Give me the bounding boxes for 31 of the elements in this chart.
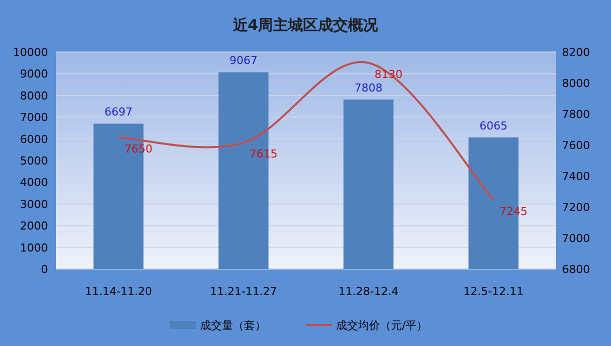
y-tick-label: 9000 [20,68,48,81]
y2-tick-label: 8000 [562,77,590,90]
y-tick-label: 2000 [20,220,48,233]
chart-title: 近4周主城区成交概况 [232,16,380,34]
y-tick-label: 5000 [20,154,48,168]
y-tick-label: 3000 [20,198,48,211]
y-tick-label: 10000 [13,46,48,59]
y2-tick-label: 7000 [562,232,590,245]
y-tick-label: 1000 [20,241,48,254]
y-tick-label: 7000 [20,111,48,124]
y-tick-label: 4000 [20,176,48,190]
data-label: 9067 [230,54,258,68]
y-tick-label: 0 [41,263,48,276]
y-tick-label: 6000 [20,132,48,146]
data-label: 6065 [480,119,508,132]
data-label: 7808 [354,82,382,95]
y2-tick-label: 7400 [562,170,590,183]
y2-tick-label: 6800 [562,263,590,276]
legend-label: 成交量（套） [200,319,266,332]
legend-label: 成交均价（元/平） [336,319,428,332]
bar [344,100,394,269]
y2-tick-label: 7200 [562,201,590,214]
x-tick-label: 11.14-11.20 [85,285,152,298]
y-tick-label: 8000 [20,89,48,102]
data-label: 6697 [104,106,132,119]
y2-tick-label: 7600 [562,139,590,152]
y2-tick-label: 7800 [562,108,590,121]
x-tick-label: 11.21-11.27 [210,285,277,298]
x-tick-label: 12.5-12.11 [464,285,524,298]
x-tick-label: 11.28-12.4 [338,285,398,298]
y2-tick-label: 8200 [562,46,590,59]
